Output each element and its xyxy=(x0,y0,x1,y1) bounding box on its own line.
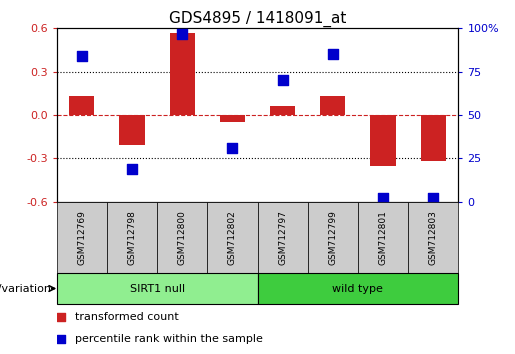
Text: GSM712803: GSM712803 xyxy=(429,210,438,265)
Point xyxy=(329,52,337,57)
Bar xyxy=(157,202,207,273)
Title: GDS4895 / 1418091_at: GDS4895 / 1418091_at xyxy=(169,11,346,27)
Bar xyxy=(408,202,458,273)
Point xyxy=(379,195,387,201)
Text: GSM712797: GSM712797 xyxy=(278,210,287,265)
Bar xyxy=(370,115,396,166)
Bar xyxy=(220,115,245,122)
Bar xyxy=(358,202,408,273)
Bar xyxy=(307,202,358,273)
Bar xyxy=(119,115,145,145)
Bar xyxy=(107,202,157,273)
Point xyxy=(57,314,65,320)
Bar xyxy=(69,96,94,115)
Bar xyxy=(421,115,446,161)
Bar xyxy=(270,106,295,115)
Text: wild type: wild type xyxy=(333,284,383,293)
Point xyxy=(279,78,287,83)
Point xyxy=(178,31,186,36)
Bar xyxy=(258,273,458,304)
Text: GSM712802: GSM712802 xyxy=(228,210,237,264)
Bar xyxy=(207,202,258,273)
Point xyxy=(228,145,236,151)
Text: GSM712800: GSM712800 xyxy=(178,210,186,265)
Bar xyxy=(320,96,346,115)
Text: GSM712798: GSM712798 xyxy=(128,210,136,265)
Text: GSM712769: GSM712769 xyxy=(77,210,86,265)
Text: GSM712801: GSM712801 xyxy=(379,210,387,265)
Bar xyxy=(258,202,307,273)
Point xyxy=(57,336,65,342)
Text: percentile rank within the sample: percentile rank within the sample xyxy=(75,334,263,344)
Bar xyxy=(57,273,258,304)
Text: transformed count: transformed count xyxy=(75,312,179,322)
Text: genotype/variation: genotype/variation xyxy=(0,284,52,293)
Point xyxy=(429,195,437,201)
Point xyxy=(78,53,86,59)
Bar xyxy=(169,33,195,115)
Bar xyxy=(57,202,107,273)
Text: GSM712799: GSM712799 xyxy=(329,210,337,265)
Point xyxy=(128,166,136,172)
Text: SIRT1 null: SIRT1 null xyxy=(129,284,185,293)
